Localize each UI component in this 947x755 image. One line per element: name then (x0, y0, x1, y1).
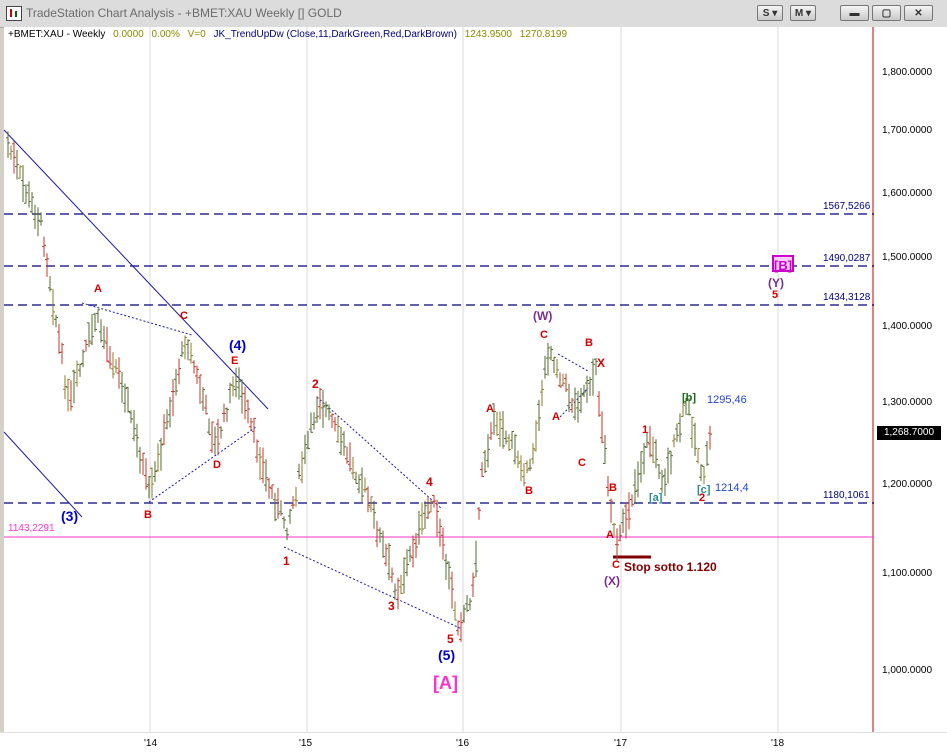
wave-label-big-a: [A] (433, 673, 458, 693)
note-level-1295: 1295,46 (707, 394, 747, 406)
wave-label-sq-b: [b] (682, 392, 697, 404)
minimize-button[interactable]: ▬ (840, 5, 869, 21)
wave-label-b-3: B (585, 337, 593, 349)
wave-label-a-3: A (552, 411, 560, 423)
volume-value: V=0 (187, 29, 206, 40)
wave-label-5-blue: (5) (438, 647, 456, 663)
indicator-label: JK_TrendUpDw (Close,11,DarkGreen,Red,Dar… (213, 29, 457, 40)
wave-label-e-early: E (231, 355, 239, 367)
price-axis-label: 1,800.0000 (882, 67, 933, 78)
wave-label-b-early: B (144, 509, 152, 521)
wave-label-w: (W) (533, 309, 553, 323)
grid-lines (149, 27, 874, 732)
wave-label-sq-c: [c] (697, 484, 711, 496)
price-axis-label: 1,300.0000 (882, 397, 933, 408)
wedge-line (316, 396, 443, 510)
time-axis[interactable]: '14 '15 '16 '17 '18 (0, 732, 947, 755)
price-axis-label: 1,000.0000 (882, 665, 933, 676)
chart-info-line: +BMET:XAU - Weekly 0.0000 0.00% V=0 JK_T… (8, 29, 572, 40)
last-price-marker: 1,268.7000 (877, 426, 941, 440)
price-axis-label: 1,100.0000 (882, 568, 933, 579)
triangle-line (559, 387, 589, 418)
chart-app-icon (6, 6, 22, 21)
wave-label-one: 1 (642, 424, 649, 436)
triangle-line (148, 426, 257, 503)
wave-label-c-2: C (540, 329, 548, 341)
price-axis[interactable]: 1,800.0000 1,700.0000 1,600.0000 1,500.0… (874, 27, 947, 732)
wave-label-1: 1 (283, 554, 290, 568)
wave-label-x-red: X (597, 356, 606, 370)
price-axis-label: 1,400.0000 (882, 321, 933, 332)
wave-label-b-4: B (609, 482, 617, 494)
wave-label-3: 3 (388, 599, 395, 613)
change-value: 0.0000 (113, 29, 144, 40)
wave-label-a-2: A (486, 403, 494, 415)
wave-label-a-early: A (94, 283, 102, 295)
level-label-1567: 1567,5266 (823, 201, 871, 212)
wave-label-c-4: C (612, 559, 620, 571)
maximize-button[interactable]: ▢ (872, 5, 901, 21)
wave-label-big-b: [B] (772, 255, 794, 273)
wave-label-c-early: C (180, 310, 188, 322)
price-bars (6, 131, 712, 642)
wave-label-4: 4 (426, 475, 433, 489)
triangle-line (81, 302, 193, 336)
change-percent: 0.00% (151, 29, 180, 40)
title-bar: TradeStation Chart Analysis - +BMET:XAU … (0, 0, 947, 28)
time-axis-label: '18 (771, 738, 785, 749)
time-axis-label: '14 (144, 738, 158, 749)
stop-note: Stop sotto 1.120 (624, 560, 717, 574)
lower-channel-line (4, 431, 83, 518)
dropdown-icon: ▾ (772, 8, 778, 19)
indicator-value-1: 1243.9500 (464, 29, 512, 40)
s-button[interactable]: S ▾ (757, 5, 783, 21)
wave-label-c-3: C (578, 457, 586, 469)
wave-label-two: 2 (699, 492, 706, 504)
price-axis-label: 1,700.0000 (882, 125, 933, 136)
time-axis-label: '17 (614, 738, 628, 749)
wave-label-4-blue: (4) (229, 337, 247, 353)
level-label-1434: 1434,3128 (823, 292, 871, 303)
symbol-label: +BMET:XAU - Weekly (8, 29, 106, 40)
level-label-1180: 1180,1061 (823, 490, 870, 501)
wave-label-y: (Y) (768, 276, 784, 290)
time-axis-label: '15 (299, 738, 313, 749)
level-label-1490: 1490,0287 (823, 253, 871, 264)
note-level-1214: 1214,4 (715, 482, 749, 494)
wave-label-b-2: B (525, 485, 533, 497)
wave-label-3-blue: (3) (61, 508, 79, 524)
time-axis-label: '16 (456, 738, 470, 749)
magenta-level-label: 1143,2291 (8, 523, 55, 534)
wave-label-2: 2 (312, 377, 319, 391)
chart-plot-area[interactable]: +BMET:XAU - Weekly 0.0000 0.00% V=0 JK_T… (4, 27, 874, 732)
price-axis-label: 1,500.0000 (882, 252, 933, 263)
trend-lines (4, 129, 651, 630)
wave-label-d-early: D (213, 459, 221, 471)
wave-label-x: (X) (604, 574, 620, 588)
price-axis-label: 1,200.0000 (882, 479, 933, 490)
wave-label-sq-a: [a] (649, 492, 663, 504)
close-button[interactable]: ✕ (904, 5, 933, 21)
indicator-value-2: 1270.8199 (519, 29, 568, 40)
wave-label-five-small: 5 (772, 289, 779, 301)
window-title: TradeStation Chart Analysis - +BMET:XAU … (26, 6, 342, 20)
wedge-line (283, 546, 463, 630)
triangle-line (557, 353, 589, 372)
price-axis-label: 1,600.0000 (882, 188, 933, 199)
level-lines (4, 213, 874, 538)
wave-label-5: 5 (447, 632, 454, 646)
m-button[interactable]: M ▾ (790, 5, 816, 21)
dropdown-icon: ▾ (806, 8, 812, 19)
price-chart (4, 27, 874, 732)
downtrend-line (4, 129, 269, 410)
wave-label-a-4: A (606, 529, 614, 541)
